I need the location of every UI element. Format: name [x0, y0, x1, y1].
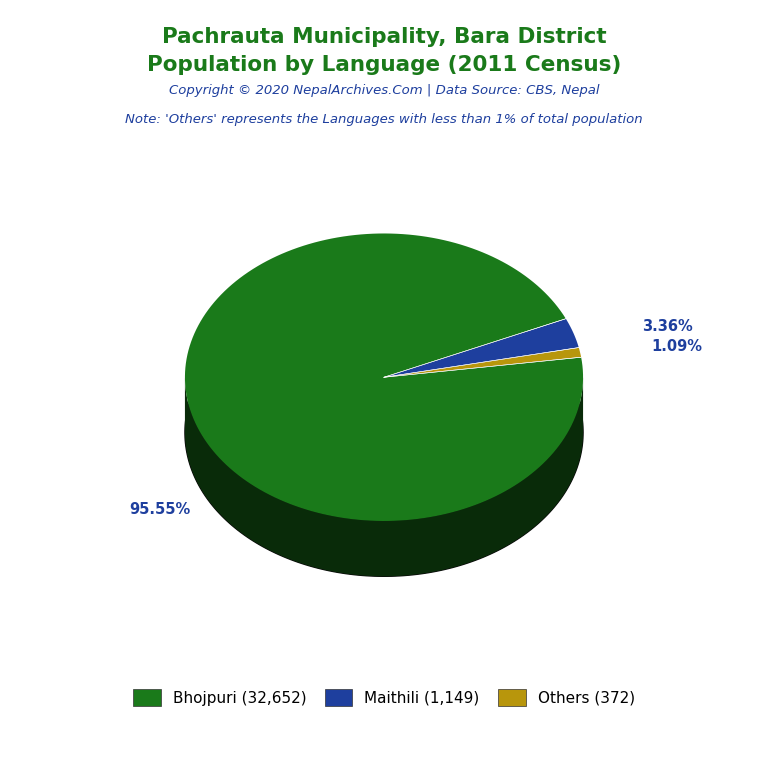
Text: Pachrauta Municipality, Bara District: Pachrauta Municipality, Bara District — [162, 27, 606, 47]
Text: Copyright © 2020 NepalArchives.Com | Data Source: CBS, Nepal: Copyright © 2020 NepalArchives.Com | Dat… — [169, 84, 599, 98]
Polygon shape — [185, 233, 583, 521]
Text: 95.55%: 95.55% — [130, 502, 191, 518]
Polygon shape — [185, 377, 583, 576]
Polygon shape — [384, 319, 579, 377]
Polygon shape — [384, 348, 581, 377]
Text: 1.09%: 1.09% — [650, 339, 702, 354]
Legend: Bhojpuri (32,652), Maithili (1,149), Others (372): Bhojpuri (32,652), Maithili (1,149), Oth… — [127, 683, 641, 713]
Text: Note: 'Others' represents the Languages with less than 1% of total population: Note: 'Others' represents the Languages … — [125, 113, 643, 126]
Text: Population by Language (2011 Census): Population by Language (2011 Census) — [147, 55, 621, 75]
Text: 3.36%: 3.36% — [642, 319, 693, 333]
Polygon shape — [185, 289, 583, 576]
